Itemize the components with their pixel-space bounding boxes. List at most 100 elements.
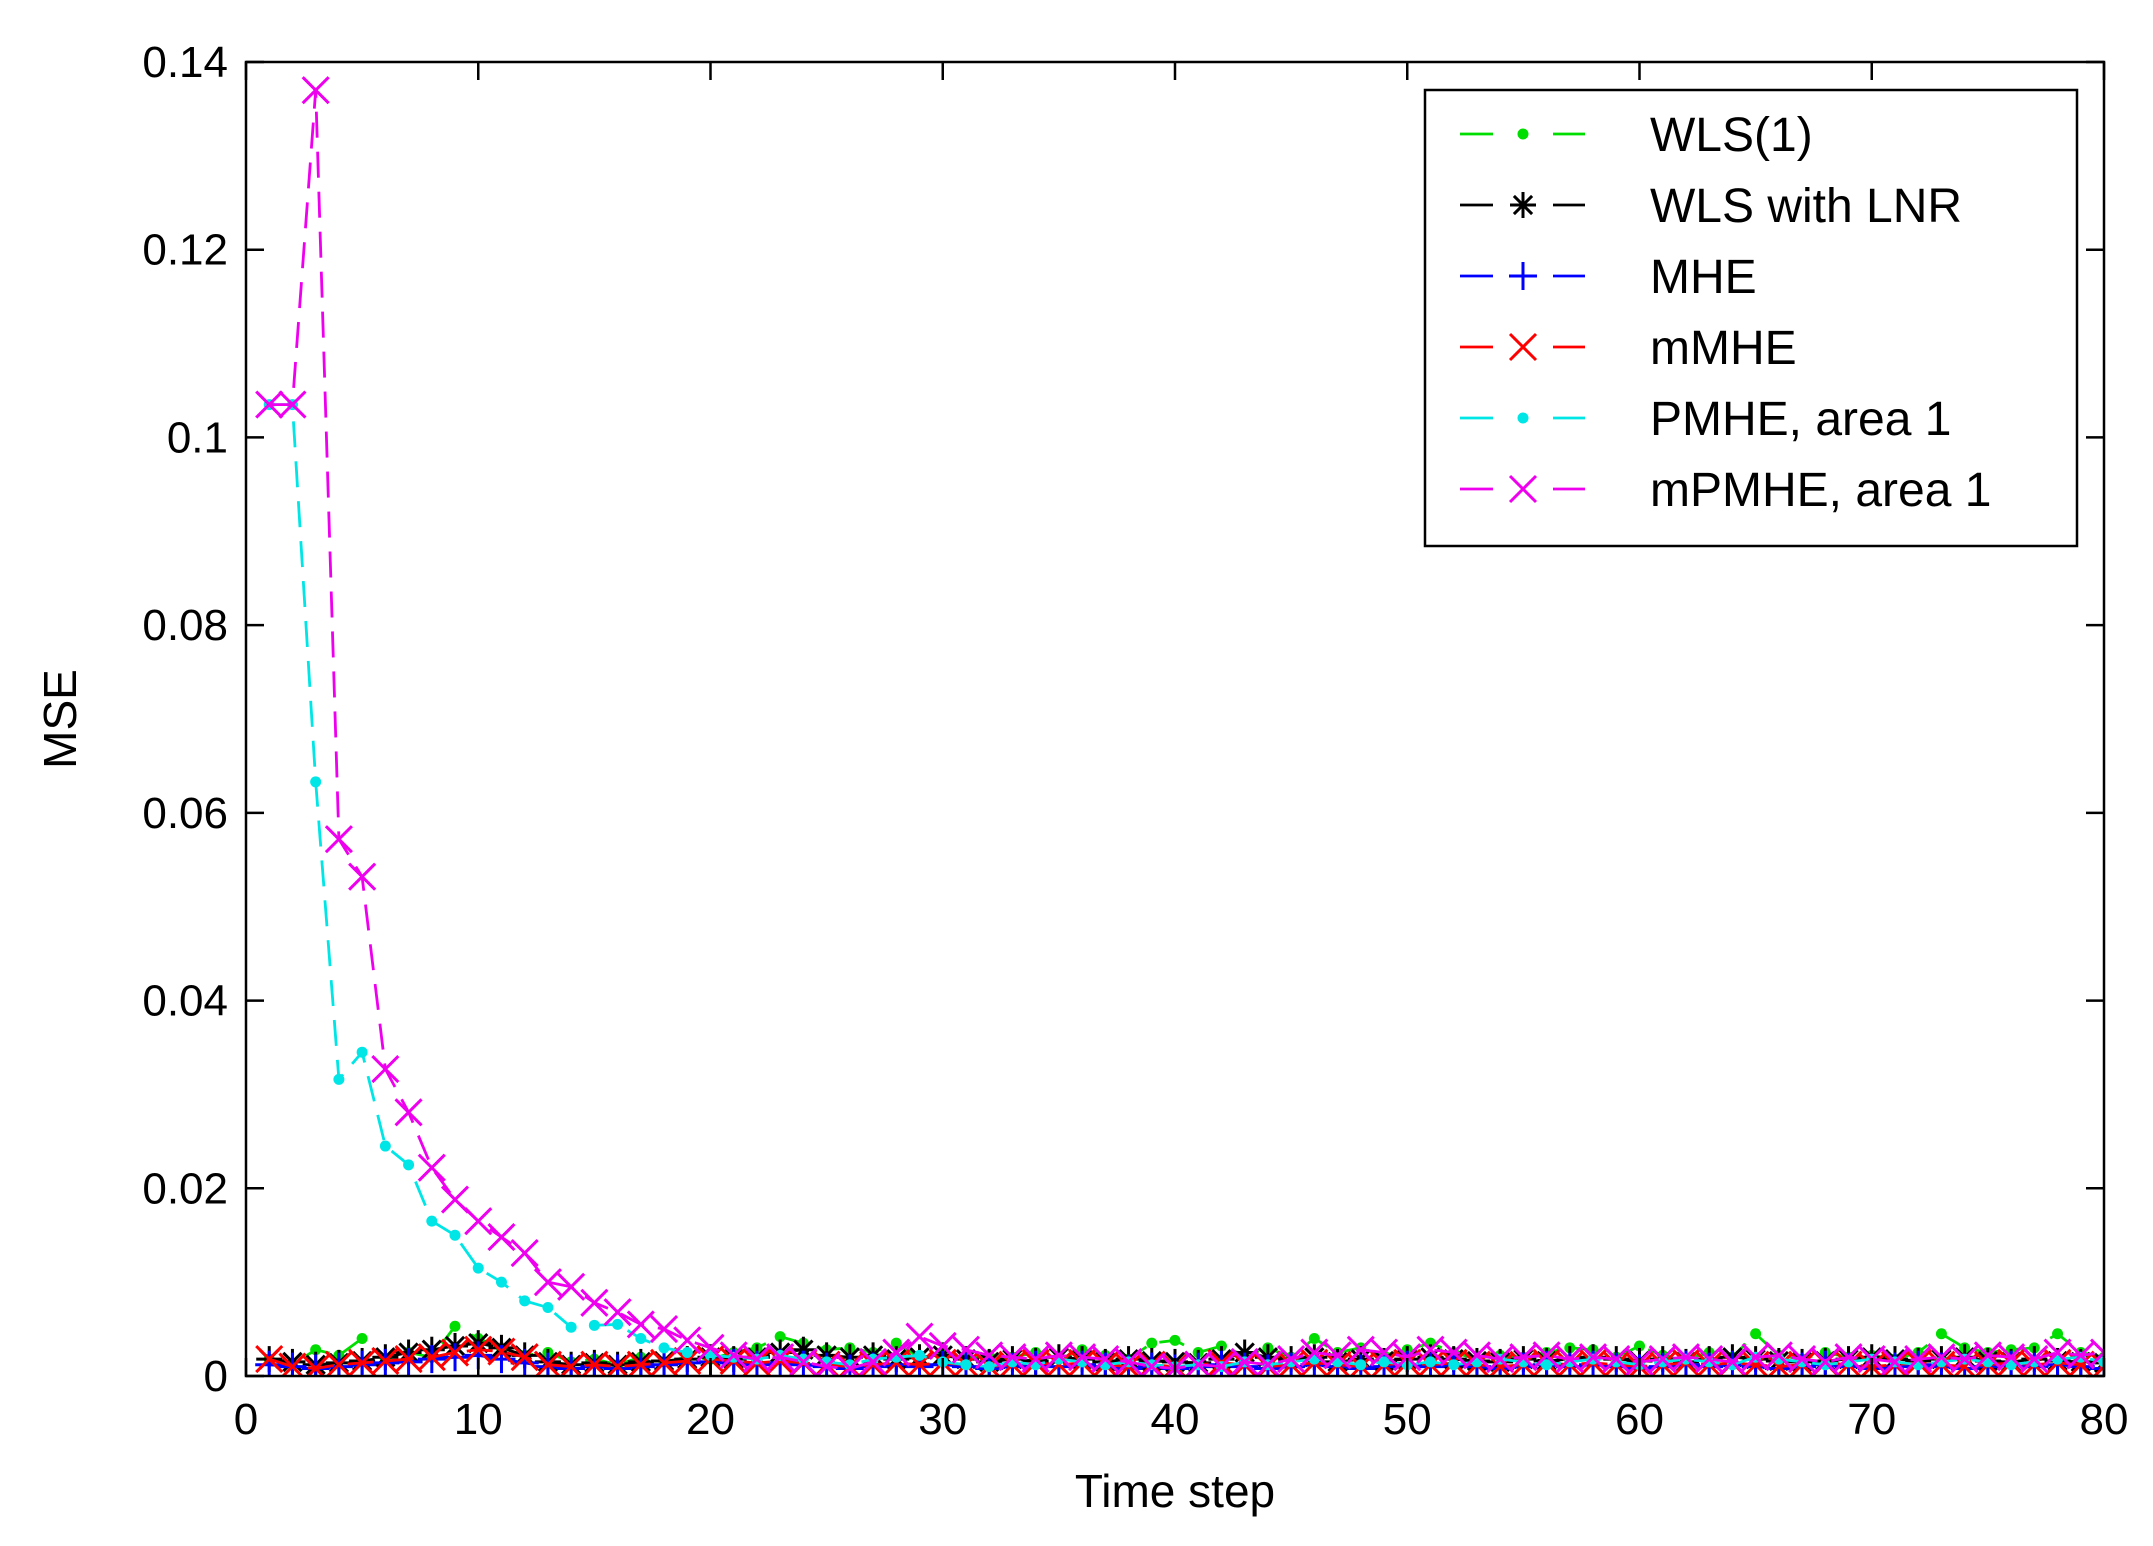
legend-marker — [1508, 474, 1538, 504]
data-point — [1308, 1332, 1320, 1344]
data-point — [348, 862, 377, 891]
data-point — [681, 1347, 693, 1359]
data-point — [301, 76, 330, 105]
data-point — [914, 1349, 926, 1361]
data-point — [859, 1350, 888, 1376]
data-point — [487, 1223, 516, 1252]
x-tick-label: 60 — [1615, 1395, 1664, 1444]
data-point — [789, 1347, 818, 1376]
data-point — [1834, 1343, 1863, 1372]
series-line — [269, 90, 2104, 1370]
legend-label: WLS(1) — [1650, 109, 1813, 162]
legend-label: mPMHE, area 1 — [1650, 464, 1991, 517]
legend-label: MHE — [1650, 251, 1757, 304]
data-point — [580, 1288, 609, 1317]
data-point — [1634, 1340, 1645, 1352]
data-point — [1671, 1343, 1701, 1372]
data-point — [356, 1046, 368, 1058]
data-point — [1811, 1347, 1840, 1376]
series-5 — [255, 76, 2104, 1376]
data-point — [510, 1348, 539, 1376]
data-point — [255, 390, 284, 419]
data-point — [1300, 1338, 1329, 1367]
data-point — [835, 1354, 864, 1376]
data-point — [356, 1332, 368, 1344]
data-point — [859, 1347, 888, 1376]
x-tick-label: 10 — [454, 1395, 503, 1444]
legend-entry: PMHE, area 1 — [1460, 393, 1951, 446]
x-tick-label: 20 — [686, 1395, 735, 1444]
data-point — [472, 1262, 484, 1274]
data-point — [975, 1341, 1004, 1370]
data-point — [2090, 1354, 2104, 1376]
data-point — [394, 1345, 423, 1374]
data-point — [1462, 1341, 1491, 1370]
legend-label: WLS with LNR — [1650, 180, 1962, 233]
data-point — [449, 1320, 461, 1332]
data-point — [649, 1348, 679, 1376]
data-point — [371, 1346, 400, 1376]
data-point — [635, 1332, 647, 1344]
data-point — [1486, 1345, 1515, 1374]
data-point — [1532, 1341, 1561, 1370]
data-point — [449, 1229, 461, 1241]
data-point — [333, 1073, 345, 1085]
data-point — [2098, 1356, 2104, 1368]
data-point — [2066, 1341, 2095, 1370]
data-point — [1378, 1356, 1390, 1368]
data-point — [417, 1343, 446, 1372]
data-point — [324, 1350, 353, 1376]
data-point — [542, 1301, 554, 1313]
legend-marker — [1509, 262, 1537, 290]
legend-entry: mPMHE, area 1 — [1460, 464, 1991, 517]
data-point — [1950, 1345, 1979, 1374]
data-point — [440, 1338, 470, 1367]
data-point — [1997, 1343, 2026, 1372]
data-point — [1578, 1343, 1608, 1372]
data-point — [1703, 1356, 1715, 1368]
data-point — [1021, 1345, 1050, 1374]
data-point — [998, 1343, 1027, 1372]
data-point — [1788, 1345, 1817, 1374]
data-point — [417, 1153, 446, 1182]
data-point — [301, 1354, 330, 1376]
data-point — [1439, 1338, 1468, 1367]
legend-marker — [1517, 412, 1529, 424]
data-point — [766, 1343, 795, 1372]
data-point — [951, 1335, 981, 1364]
y-tick-label: 0.12 — [142, 226, 228, 275]
data-point — [1230, 1347, 1259, 1376]
data-point — [533, 1268, 562, 1297]
y-tick-label: 0.06 — [142, 789, 228, 838]
legend-marker — [1517, 128, 1529, 140]
data-point — [310, 776, 322, 788]
data-point — [890, 1337, 902, 1349]
data-point — [612, 1318, 624, 1330]
data-point — [379, 1140, 391, 1152]
data-point — [324, 825, 353, 854]
data-point — [603, 1298, 632, 1327]
data-point — [649, 1315, 679, 1344]
data-point — [510, 1343, 539, 1372]
data-point — [1927, 1343, 1956, 1372]
legend-entry: mMHE — [1460, 322, 1797, 375]
data-point — [673, 1326, 702, 1355]
data-point — [464, 1335, 493, 1364]
data-point — [1346, 1335, 1375, 1364]
series-layer — [255, 76, 2104, 1376]
data-point — [1741, 1343, 1770, 1372]
data-point — [588, 1319, 600, 1331]
data-point — [310, 1344, 322, 1356]
data-point — [766, 1346, 795, 1376]
data-point — [1091, 1345, 1120, 1374]
data-point — [960, 1359, 972, 1371]
legend-entry: WLS(1) — [1460, 109, 1813, 162]
plot-frame — [244, 60, 2106, 1378]
legend-entry: MHE — [1460, 251, 1757, 304]
data-point — [519, 1295, 531, 1307]
data-point — [1764, 1341, 1793, 1370]
x-tick-label: 0 — [234, 1395, 258, 1444]
data-point — [658, 1342, 670, 1354]
x-tick-label: 40 — [1151, 1395, 1200, 1444]
